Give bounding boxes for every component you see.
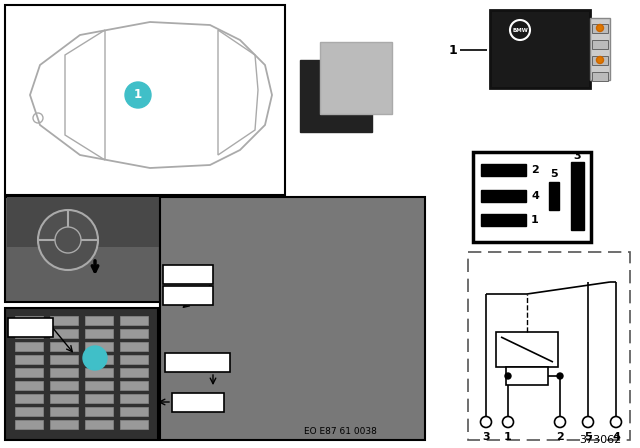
Circle shape — [557, 373, 563, 379]
Bar — [120, 329, 148, 338]
Circle shape — [596, 56, 604, 64]
Bar — [163, 286, 213, 305]
Bar — [15, 394, 43, 403]
Bar — [506, 367, 548, 385]
Text: K91: K91 — [186, 397, 210, 407]
Bar — [481, 164, 526, 176]
Bar — [120, 342, 148, 351]
Text: I01069: I01069 — [177, 357, 217, 367]
Text: EO E87 61 0038: EO E87 61 0038 — [303, 427, 376, 436]
Bar — [5, 5, 285, 195]
Circle shape — [55, 227, 81, 253]
Bar — [15, 355, 43, 364]
Bar — [549, 182, 559, 210]
Bar — [300, 60, 372, 132]
Text: 1: 1 — [91, 353, 99, 363]
Bar — [481, 190, 526, 202]
Bar — [85, 342, 113, 351]
Bar — [85, 381, 113, 390]
Text: BMW: BMW — [512, 27, 528, 33]
Circle shape — [510, 20, 530, 40]
Bar — [172, 393, 224, 412]
Text: 2: 2 — [556, 432, 564, 442]
Bar — [481, 214, 526, 226]
Bar — [85, 368, 113, 377]
Bar — [7, 197, 160, 247]
Bar — [5, 308, 158, 440]
Bar — [163, 265, 213, 284]
Bar — [120, 381, 148, 390]
Bar — [85, 420, 113, 429]
Bar — [468, 252, 630, 440]
Text: 5: 5 — [584, 432, 592, 442]
Bar — [15, 368, 43, 377]
Bar — [120, 355, 148, 364]
Bar — [15, 329, 43, 338]
Bar — [50, 381, 78, 390]
Bar — [592, 24, 608, 33]
Bar — [592, 40, 608, 49]
Bar — [85, 394, 113, 403]
Bar — [120, 368, 148, 377]
Bar — [120, 394, 148, 403]
Bar — [15, 381, 43, 390]
Bar — [50, 342, 78, 351]
Circle shape — [554, 417, 566, 427]
Bar — [8, 318, 53, 337]
Text: 4: 4 — [531, 191, 539, 201]
Text: 4: 4 — [612, 432, 620, 442]
Bar — [85, 329, 113, 338]
Bar — [571, 162, 584, 230]
Bar — [473, 152, 591, 242]
Circle shape — [505, 373, 511, 379]
Bar — [165, 353, 230, 372]
Bar — [50, 368, 78, 377]
Bar — [120, 420, 148, 429]
Circle shape — [38, 210, 98, 270]
Bar — [490, 10, 590, 88]
Bar — [85, 355, 113, 364]
Text: 1: 1 — [531, 215, 539, 225]
Bar — [5, 197, 160, 302]
Bar — [320, 42, 392, 114]
Text: 2: 2 — [531, 165, 539, 175]
Bar — [50, 394, 78, 403]
Bar — [50, 407, 78, 416]
Circle shape — [502, 417, 513, 427]
Bar — [15, 342, 43, 351]
Bar — [50, 420, 78, 429]
Bar — [85, 316, 113, 325]
Bar — [50, 316, 78, 325]
Bar — [592, 72, 608, 81]
Bar — [120, 316, 148, 325]
Text: 5: 5 — [550, 169, 558, 179]
Bar — [15, 316, 43, 325]
Bar — [50, 329, 78, 338]
Text: 1: 1 — [504, 432, 512, 442]
Circle shape — [125, 82, 151, 108]
Text: K96: K96 — [176, 290, 200, 300]
Text: K2: K2 — [180, 269, 196, 279]
Text: 1: 1 — [449, 43, 458, 56]
Bar — [120, 407, 148, 416]
Text: 3: 3 — [573, 151, 581, 161]
Circle shape — [596, 25, 604, 31]
Text: K13: K13 — [19, 322, 41, 332]
Circle shape — [83, 346, 107, 370]
Circle shape — [582, 417, 593, 427]
Text: 1: 1 — [134, 89, 142, 102]
Bar — [85, 407, 113, 416]
Bar — [50, 355, 78, 364]
Bar — [15, 420, 43, 429]
Bar — [15, 407, 43, 416]
Text: 3: 3 — [482, 432, 490, 442]
Bar — [160, 197, 425, 440]
Circle shape — [481, 417, 492, 427]
Circle shape — [611, 417, 621, 427]
Bar — [590, 18, 610, 80]
Bar — [496, 332, 558, 367]
Text: 373062: 373062 — [579, 435, 621, 445]
Bar — [592, 56, 608, 65]
